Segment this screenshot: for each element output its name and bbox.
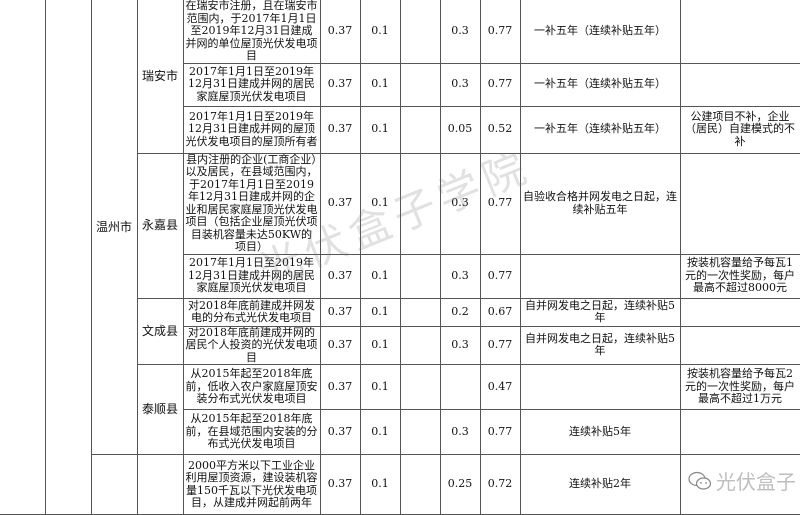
period-cell: 自并网发电之日起，连续补贴5年	[519, 325, 681, 365]
national-cell: 0.37	[319, 152, 361, 255]
empty-cell	[399, 105, 441, 154]
total-cell: 0.77	[479, 0, 521, 64]
national-cell: 0.37	[319, 409, 361, 455]
province-cell: 0.1	[359, 253, 401, 299]
total-cell: 0.67	[479, 297, 521, 327]
empty-cell	[399, 253, 441, 299]
col-blank-cell	[44, 0, 92, 515]
local-cell: 0.3	[439, 152, 481, 255]
local-cell: 0.2	[439, 297, 481, 327]
province-cell: 0.1	[359, 105, 401, 154]
empty-cell	[399, 62, 441, 107]
national-cell: 0.37	[319, 325, 361, 365]
national-cell: 0.37	[319, 105, 361, 154]
watermark-corner: 光伏盒子	[688, 466, 796, 495]
period-cell: 一补五年（连续补贴五年）	[519, 62, 681, 107]
local-cell: 0.05	[439, 105, 481, 154]
total-cell: 0.77	[479, 253, 521, 299]
period-cell: 连续补贴2年	[519, 454, 681, 515]
scope-cell: 对2018年底前建成并网发电的分布式光伏发电项目	[182, 297, 321, 327]
province-cell: 0.1	[359, 409, 401, 455]
note-cell	[679, 62, 800, 107]
period-cell: 自验收合格并网发电之日起，连续补贴五年	[519, 152, 681, 255]
county-cell: 永嘉县	[136, 152, 184, 299]
local-cell: 0.3	[439, 253, 481, 299]
period-cell	[519, 364, 681, 410]
scope-cell: 县内注册的企业(工商企业）以及居民，在县域范围内，于2017年1月1日至2019…	[182, 152, 321, 255]
local-cell: 0.3	[439, 409, 481, 455]
national-cell: 0.37	[319, 62, 361, 107]
county-cell: 瑞安市	[136, 0, 184, 154]
province-cell: 0.1	[359, 325, 401, 365]
total-cell: 0.52	[479, 105, 521, 154]
period-cell: 自并网发电之日起，连续补贴5年	[519, 297, 681, 327]
local-cell: 0.3	[439, 325, 481, 365]
note-cell	[679, 152, 800, 255]
county-cell: 文成县	[136, 297, 184, 365]
empty-cell	[399, 364, 441, 410]
period-cell: 连续补贴5年	[519, 409, 681, 455]
empty-cell	[399, 325, 441, 365]
local-cell: 0.25	[439, 454, 481, 515]
province-cell: 0.1	[359, 62, 401, 107]
total-cell: 0.72	[479, 454, 521, 515]
note-cell: 按装机容量给予每瓦1元的一次性奖励，每户最高不超过8000元	[679, 253, 800, 299]
scope-cell: 从2015年起至2018年底前，低收入农户家庭屋顶安装分布式光伏发电项目	[182, 364, 321, 410]
wechat-icon	[688, 471, 712, 490]
period-cell: 一补五年（连续补贴五年）	[519, 105, 681, 154]
province-cell: 0.1	[359, 364, 401, 410]
national-cell: 0.37	[319, 364, 361, 410]
scope-cell: 2017年1月1日至2019年12月31日建成并网的屋顶光伏发电项目的屋顶所有者	[182, 105, 321, 154]
scope-cell: 在瑞安市注册，且在瑞安市范围内，于2017年1月1日至2019年12月31日建成…	[182, 0, 321, 64]
note-cell	[679, 0, 800, 64]
total-cell: 0.77	[479, 152, 521, 255]
national-cell: 0.37	[319, 454, 361, 515]
province-cell: 0.1	[359, 454, 401, 515]
empty-cell	[399, 297, 441, 327]
scope-cell: 2017年1月1日至2019年12月31日建成并网的居民家庭屋顶光伏发电项目	[182, 62, 321, 107]
national-cell: 0.37	[319, 297, 361, 327]
watermark-corner-text: 光伏盒子	[716, 470, 796, 494]
county-cell	[136, 454, 184, 515]
note-cell: 公建项目不补，企业（居民）自建模式的不补	[679, 105, 800, 154]
note-cell	[679, 297, 800, 327]
city-cell: 温州市	[90, 0, 138, 455]
scope-cell: 从2015年起至2018年底前，在县域范围内安装的分布式光伏发电项目	[182, 409, 321, 455]
empty-cell	[399, 0, 441, 64]
empty-cell	[399, 152, 441, 255]
province-cell: 0.1	[359, 0, 401, 64]
local-cell: 0.3	[439, 0, 481, 64]
national-cell: 0.37	[319, 0, 361, 64]
total-cell: 0.47	[479, 364, 521, 410]
total-cell: 0.77	[479, 62, 521, 107]
note-cell	[679, 409, 800, 455]
note-cell: 按装机容量给予每瓦2元的一次性奖励，每户最高不超过1万元	[679, 364, 800, 410]
note-cell	[679, 325, 800, 365]
scope-cell: 2017年1月1日至2019年12月31日建成并网的居民家庭屋顶光伏发电项目	[182, 253, 321, 299]
empty-cell	[399, 409, 441, 455]
local-cell: 0.3	[439, 62, 481, 107]
city-cell-empty	[90, 454, 138, 515]
empty-cell	[399, 454, 441, 515]
col-province-cell	[0, 0, 46, 515]
province-cell: 0.1	[359, 152, 401, 255]
county-cell: 泰顺县	[136, 364, 184, 455]
period-cell: 一补五年（连续补贴五年）	[519, 0, 681, 64]
scope-cell: 对2018年底前建成并网的居民个人投资的光伏发电项目	[182, 325, 321, 365]
province-cell: 0.1	[359, 297, 401, 327]
national-cell: 0.37	[319, 253, 361, 299]
period-cell	[519, 253, 681, 299]
local-cell	[439, 364, 481, 410]
scope-cell: 2000平方米以下工业企业利用屋顶资源，建设装机容量150千瓦以下光伏发电项目，…	[182, 454, 321, 515]
total-cell: 0.77	[479, 409, 521, 455]
total-cell: 0.77	[479, 325, 521, 365]
